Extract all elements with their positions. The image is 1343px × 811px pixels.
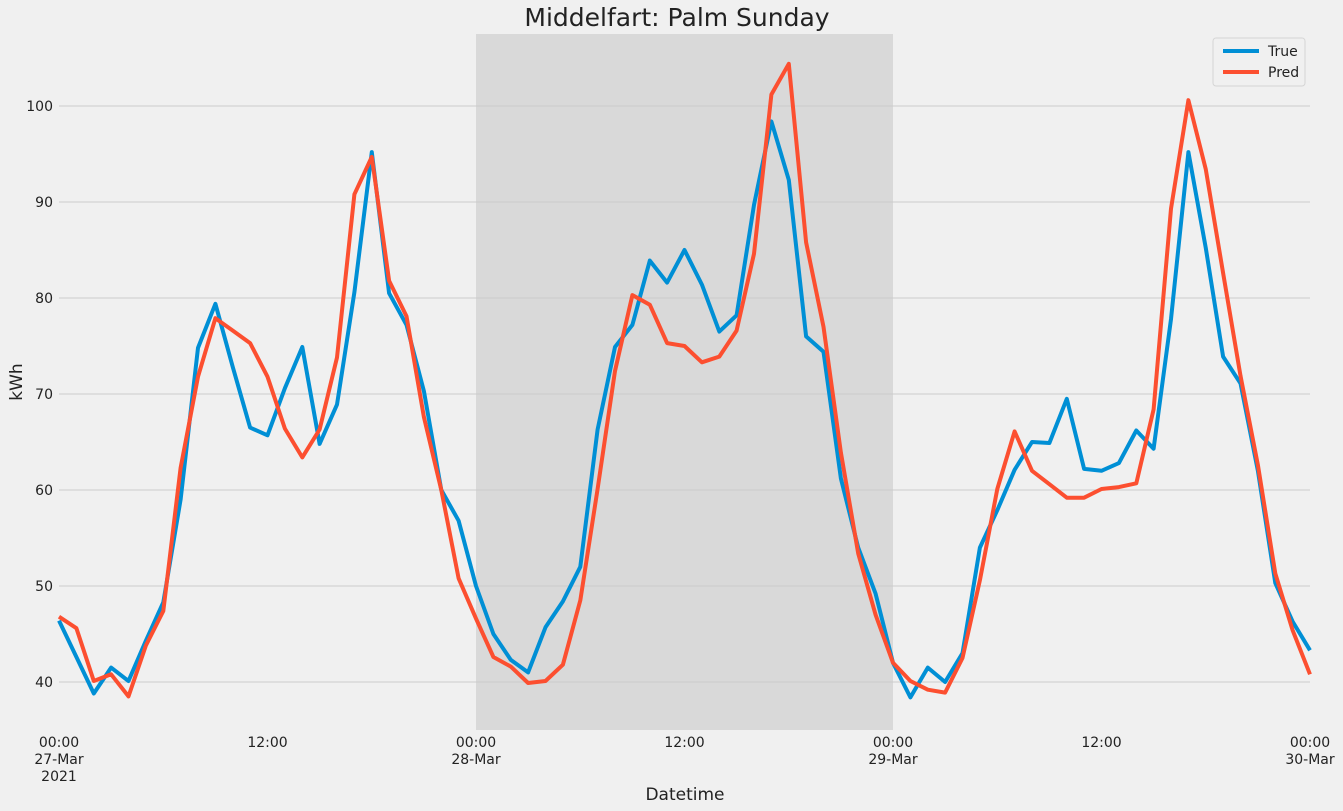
y-tick-label: 90 (35, 195, 53, 211)
legend-label: Pred (1268, 65, 1299, 81)
x-tick-label: 00:00 (1290, 735, 1330, 751)
x-tick-label: 2021 (41, 769, 77, 785)
x-tick: 12:00 (247, 735, 287, 751)
y-tick-label: 60 (35, 483, 53, 499)
legend-label: True (1267, 44, 1298, 60)
x-axis-label: Datetime (645, 785, 724, 805)
x-tick-label: 12:00 (247, 735, 287, 751)
x-tick-label: 00:00 (456, 735, 496, 751)
x-tick-label: 00:00 (39, 735, 79, 751)
y-axis-label: kWh (7, 363, 27, 400)
x-tick-label: 00:00 (873, 735, 913, 751)
legend: True Pred (1212, 37, 1306, 87)
x-tick-label: 12:00 (1081, 735, 1121, 751)
series-line-true (57, 119, 1312, 700)
highlight-band (476, 34, 893, 730)
y-tick-label: 40 (35, 675, 53, 691)
x-tick-label: 29-Mar (868, 752, 918, 768)
x-tick-label: 30-Mar (1285, 752, 1335, 768)
y-tick-label: 100 (26, 99, 53, 115)
series-lines (57, 61, 1312, 700)
y-tick-labels: 40 50 60 70 80 90 100 (26, 99, 53, 691)
legend-entry: Pred (1223, 65, 1299, 81)
legend-entry: True (1223, 44, 1298, 60)
x-tick: 12:00 (1081, 735, 1121, 751)
chart-title: Middelfart: Palm Sunday (524, 3, 829, 32)
x-tick-label: 12:00 (664, 735, 704, 751)
y-tick-label: 50 (35, 579, 53, 595)
y-tick-label: 70 (35, 387, 53, 403)
x-tick-label: 27-Mar (34, 752, 84, 768)
y-tick-label: 80 (35, 291, 53, 307)
highlight-rect (476, 34, 893, 730)
x-tick-label: 28-Mar (451, 752, 501, 768)
series-line-pred (57, 61, 1312, 699)
x-tick: 12:00 (664, 735, 704, 751)
